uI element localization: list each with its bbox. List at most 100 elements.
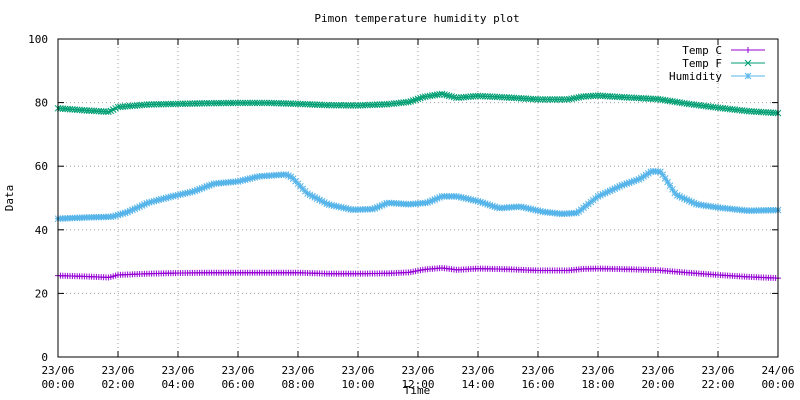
data-point (443, 91, 451, 99)
y-tick-label: 0 (41, 351, 48, 364)
data-point (405, 98, 412, 106)
data-point (210, 99, 218, 107)
data-point (441, 91, 448, 98)
x-tick-label-time: 14:00 (461, 378, 494, 391)
x-tick-label-date: 23/06 (101, 364, 134, 377)
data-point (203, 99, 211, 107)
legend-label: Temp C (682, 44, 722, 57)
data-point (253, 99, 261, 107)
x-tick-label-date: 23/06 (161, 364, 194, 377)
x-axis-label: Time (404, 384, 431, 397)
y-tick-label: 40 (35, 224, 48, 237)
data-point (349, 102, 357, 109)
data-point (261, 99, 268, 107)
data-point (251, 99, 259, 107)
series-humidity (54, 167, 782, 223)
data-point (553, 96, 561, 103)
data-point (256, 99, 263, 107)
y-axis: 0 20 40 60 80 100 (28, 33, 778, 364)
data-point (249, 99, 256, 107)
x-tick-label-time: 06:00 (221, 378, 254, 391)
data-point (417, 94, 424, 102)
data-point (412, 96, 419, 104)
data-point (558, 96, 566, 103)
legend-marker (745, 47, 751, 53)
data-point (225, 99, 232, 107)
data-point (333, 101, 340, 109)
data-point (544, 96, 551, 103)
x-tick-label-date: 23/06 (461, 364, 494, 377)
x-tick-label-date: 23/06 (641, 364, 674, 377)
x-tick-label-time: 16:00 (521, 378, 554, 391)
data-point (546, 96, 554, 103)
data-point (227, 99, 235, 107)
legend-marker (744, 59, 752, 67)
x-tick-label-date: 23/06 (41, 364, 74, 377)
data-point (345, 102, 352, 109)
data-point (347, 102, 355, 109)
x-axis: 23/0600:0023/0602:0023/0604:0023/0606:00… (41, 39, 795, 391)
data-point (541, 96, 549, 103)
data-point (325, 101, 333, 109)
data-point (472, 92, 479, 100)
x-tick-label-date: 23/06 (521, 364, 554, 377)
data-point (323, 101, 331, 109)
series-temp-c (55, 264, 781, 282)
data-point (222, 99, 230, 107)
data-point (539, 96, 547, 103)
x-tick-label-time: 02:00 (101, 378, 134, 391)
x-tick-label-time: 08:00 (281, 378, 314, 391)
data-point (201, 99, 208, 107)
x-tick-label-time: 00:00 (761, 378, 794, 391)
data-point (244, 99, 251, 107)
grid (58, 39, 778, 357)
legend-marker (744, 72, 752, 80)
x-tick-label-date: 23/06 (581, 364, 614, 377)
data-point (234, 99, 242, 107)
data-point (220, 99, 227, 107)
x-tick-label-time: 04:00 (161, 378, 194, 391)
data-point (534, 96, 542, 103)
data-point (328, 101, 335, 109)
y-axis-label: Data (3, 185, 16, 212)
data-point (239, 99, 247, 107)
series-temp-f (54, 90, 782, 117)
x-tick-label-date: 23/06 (281, 364, 314, 377)
x-tick-label-date: 23/06 (701, 364, 734, 377)
data-point (246, 99, 254, 107)
data-point (340, 101, 347, 109)
data-point (205, 99, 213, 107)
x-tick-label-time: 12:00 (401, 378, 434, 391)
data-point (549, 96, 556, 103)
data-point (537, 96, 544, 103)
x-tick-label-date: 24/06 (761, 364, 794, 377)
data-point (551, 96, 559, 103)
chart-title: Pimon temperature humidity plot (314, 12, 519, 25)
x-tick-label-date: 23/06 (221, 364, 254, 377)
x-tick-label-date: 23/06 (341, 364, 374, 377)
legend-label: Temp F (682, 57, 722, 70)
data-point (215, 99, 223, 107)
data-point (352, 102, 359, 109)
data-point (342, 101, 350, 109)
data-point (258, 99, 266, 107)
y-tick-label: 20 (35, 287, 48, 300)
data-point (229, 99, 237, 107)
x-tick-label-time: 20:00 (641, 378, 674, 391)
data-point (445, 92, 453, 100)
x-tick-label-time: 22:00 (701, 378, 734, 391)
x-tick-label-time: 18:00 (581, 378, 614, 391)
data-point (241, 99, 249, 107)
data-point (208, 99, 215, 107)
x-tick-label-time: 00:00 (41, 378, 74, 391)
data-point (594, 193, 602, 200)
data-point (337, 101, 345, 109)
data-point (438, 90, 446, 98)
data-point (409, 97, 417, 104)
data-point (592, 92, 599, 100)
y-tick-label: 100 (28, 33, 48, 46)
plot-frame (57, 38, 779, 358)
data-point (597, 191, 604, 199)
